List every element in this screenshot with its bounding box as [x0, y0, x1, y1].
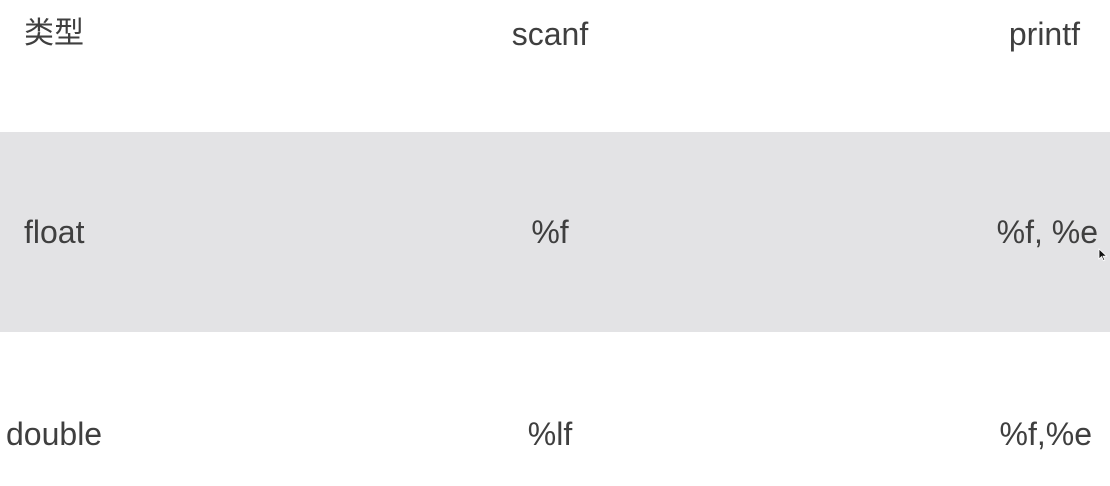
row-float-scanf: %f: [531, 214, 569, 250]
row-float-type: float: [24, 214, 85, 250]
table-header-row: 类型 scanf printf: [0, 0, 1110, 132]
mouse-pointer-icon: [1098, 248, 1108, 262]
row-float-printf: %f, %e: [996, 214, 1098, 250]
table-row-double: double %lf %f,%e: [0, 332, 1110, 486]
row-double-type: double: [6, 416, 103, 452]
header-printf: printf: [1008, 16, 1080, 52]
header-scanf: scanf: [511, 16, 589, 52]
row-double-scanf: %lf: [527, 416, 573, 452]
header-type: 类型: [24, 16, 84, 51]
table-row-float: float %f %f, %e: [0, 132, 1110, 332]
row-double-printf: %f,%e: [999, 416, 1092, 452]
